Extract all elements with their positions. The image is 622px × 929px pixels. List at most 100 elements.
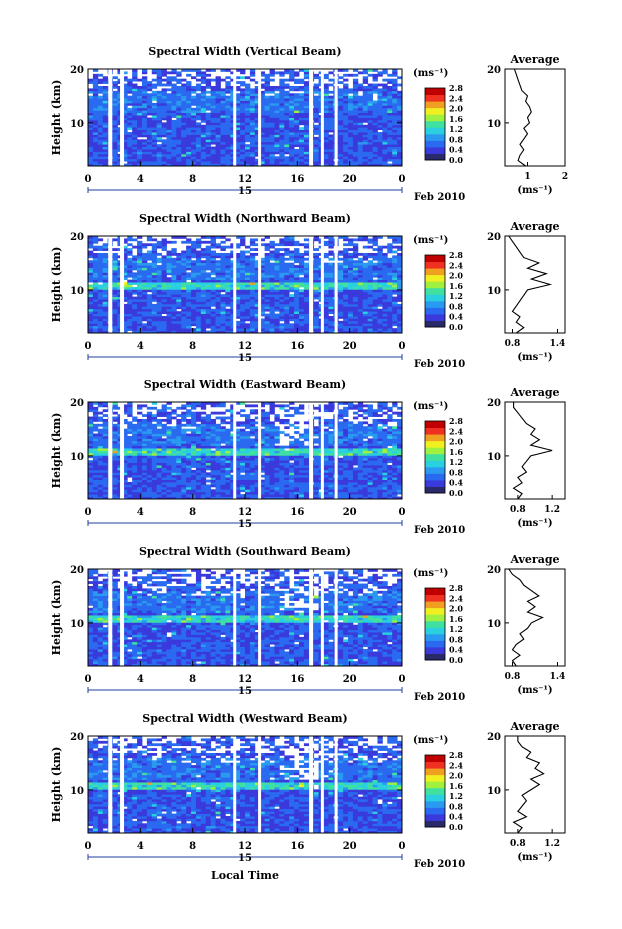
heatmap-cell [186, 93, 192, 97]
heatmap-cell [323, 303, 329, 307]
heatmap-cell [122, 238, 128, 242]
heatmap-cell [215, 255, 221, 259]
heatmap-cell [200, 76, 207, 80]
heatmap-cell [210, 151, 216, 155]
heatmap-cell [397, 105, 403, 109]
heatmap-cell [303, 76, 310, 80]
heatmap-cell [382, 311, 388, 314]
heatmap-cell [264, 81, 270, 84]
heatmap-cell [240, 308, 246, 312]
day-label: 15 [238, 186, 252, 197]
heatmap-cell [348, 105, 354, 109]
heatmap-cell [274, 286, 280, 290]
heatmap-cell [235, 316, 241, 319]
heatmap-cell [132, 257, 138, 261]
heatmap-cell [92, 294, 99, 298]
heatmap-cell [166, 303, 172, 307]
heatmap-cell [269, 105, 275, 109]
heatmap-cell [112, 457, 118, 461]
heatmap-cell [279, 284, 285, 288]
heatmap-cell [284, 279, 290, 283]
heatmap-cell [362, 284, 369, 288]
heatmap-cell [88, 250, 94, 254]
heatmap-cell [274, 151, 280, 155]
heatmap-cell [328, 320, 334, 324]
heatmap-cell [279, 291, 285, 295]
heatmap-cell [195, 279, 202, 283]
heatmap-cell [210, 277, 216, 281]
heatmap-cell [171, 313, 177, 317]
heatmap-cell [225, 117, 231, 121]
heatmap-cell [392, 238, 398, 242]
heatmap-cell [274, 289, 280, 293]
heatmap-cell [205, 146, 212, 150]
heatmap-cell [127, 435, 133, 439]
heatmap-cell [210, 88, 216, 92]
heatmap-cell [195, 265, 202, 268]
heatmap-cell [146, 252, 153, 256]
heatmap-cell [181, 286, 187, 290]
heatmap-cell [200, 153, 207, 157]
heatmap-cell [102, 100, 109, 104]
heatmap-cell [102, 95, 109, 99]
heatmap-cell [362, 308, 369, 312]
heatmap-cell [127, 117, 133, 121]
heatmap-cell [92, 122, 99, 126]
heatmap-cell [328, 156, 334, 160]
heatmap-cell [195, 313, 202, 317]
heatmap-cell [279, 248, 285, 251]
heatmap-cell [102, 460, 109, 464]
heatmap-cell [181, 90, 187, 94]
heatmap-cell [205, 260, 212, 264]
heatmap-cell [377, 250, 383, 254]
heatmap-cell [112, 320, 118, 324]
heatmap-cell [195, 129, 202, 133]
heatmap-cell [191, 144, 197, 147]
panel-3: Spectral Width (Eastward Beam)1020Height… [50, 378, 566, 536]
heatmap-cell [225, 323, 231, 327]
heatmap-cell [294, 129, 300, 133]
heatmap-cell [392, 299, 398, 302]
heatmap-cell [102, 299, 109, 302]
average-frame [504, 68, 566, 167]
heatmap-cell [210, 107, 216, 111]
heatmap-cell [200, 144, 207, 147]
heatmap-cell [215, 85, 221, 89]
heatmap-cell [323, 163, 329, 167]
heatmap-cell [377, 313, 383, 317]
heatmap-cell [191, 151, 197, 155]
heatmap-cell [372, 311, 378, 314]
heatmap-cell [372, 289, 378, 293]
heatmap-cell [92, 462, 99, 466]
heatmap-cell [274, 252, 280, 256]
heatmap-cell [269, 243, 275, 247]
heatmap-cell [127, 318, 133, 322]
heatmap-cell [122, 112, 128, 116]
x-tick-label: 0 [85, 174, 92, 185]
heatmap-cell [274, 267, 280, 271]
heatmap-cell [112, 445, 118, 449]
heatmap-cell [264, 272, 270, 276]
heatmap-cell [269, 90, 275, 94]
heatmap-cell [137, 105, 143, 109]
heatmap-cell [171, 279, 177, 283]
heatmap-cell [392, 308, 398, 312]
heatmap-cell [151, 69, 158, 72]
heatmap-cell [392, 255, 398, 259]
heatmap-cell [151, 294, 158, 298]
heatmap-cell [215, 83, 221, 87]
heatmap-cell [92, 303, 99, 307]
heatmap-cell [343, 316, 349, 319]
heatmap-cell [254, 316, 261, 319]
heatmap-cell [112, 402, 118, 405]
heatmap-cell [274, 313, 280, 317]
x-tick-label: 0 [399, 341, 406, 352]
heatmap-cell [156, 76, 162, 80]
heatmap-cell [259, 274, 266, 278]
heatmap-cell [298, 141, 305, 145]
heatmap-cell [377, 146, 383, 150]
heatmap-cell [137, 294, 143, 298]
heatmap-cell [279, 267, 285, 271]
heatmap-cell [122, 474, 128, 478]
heatmap-cell [298, 146, 305, 150]
